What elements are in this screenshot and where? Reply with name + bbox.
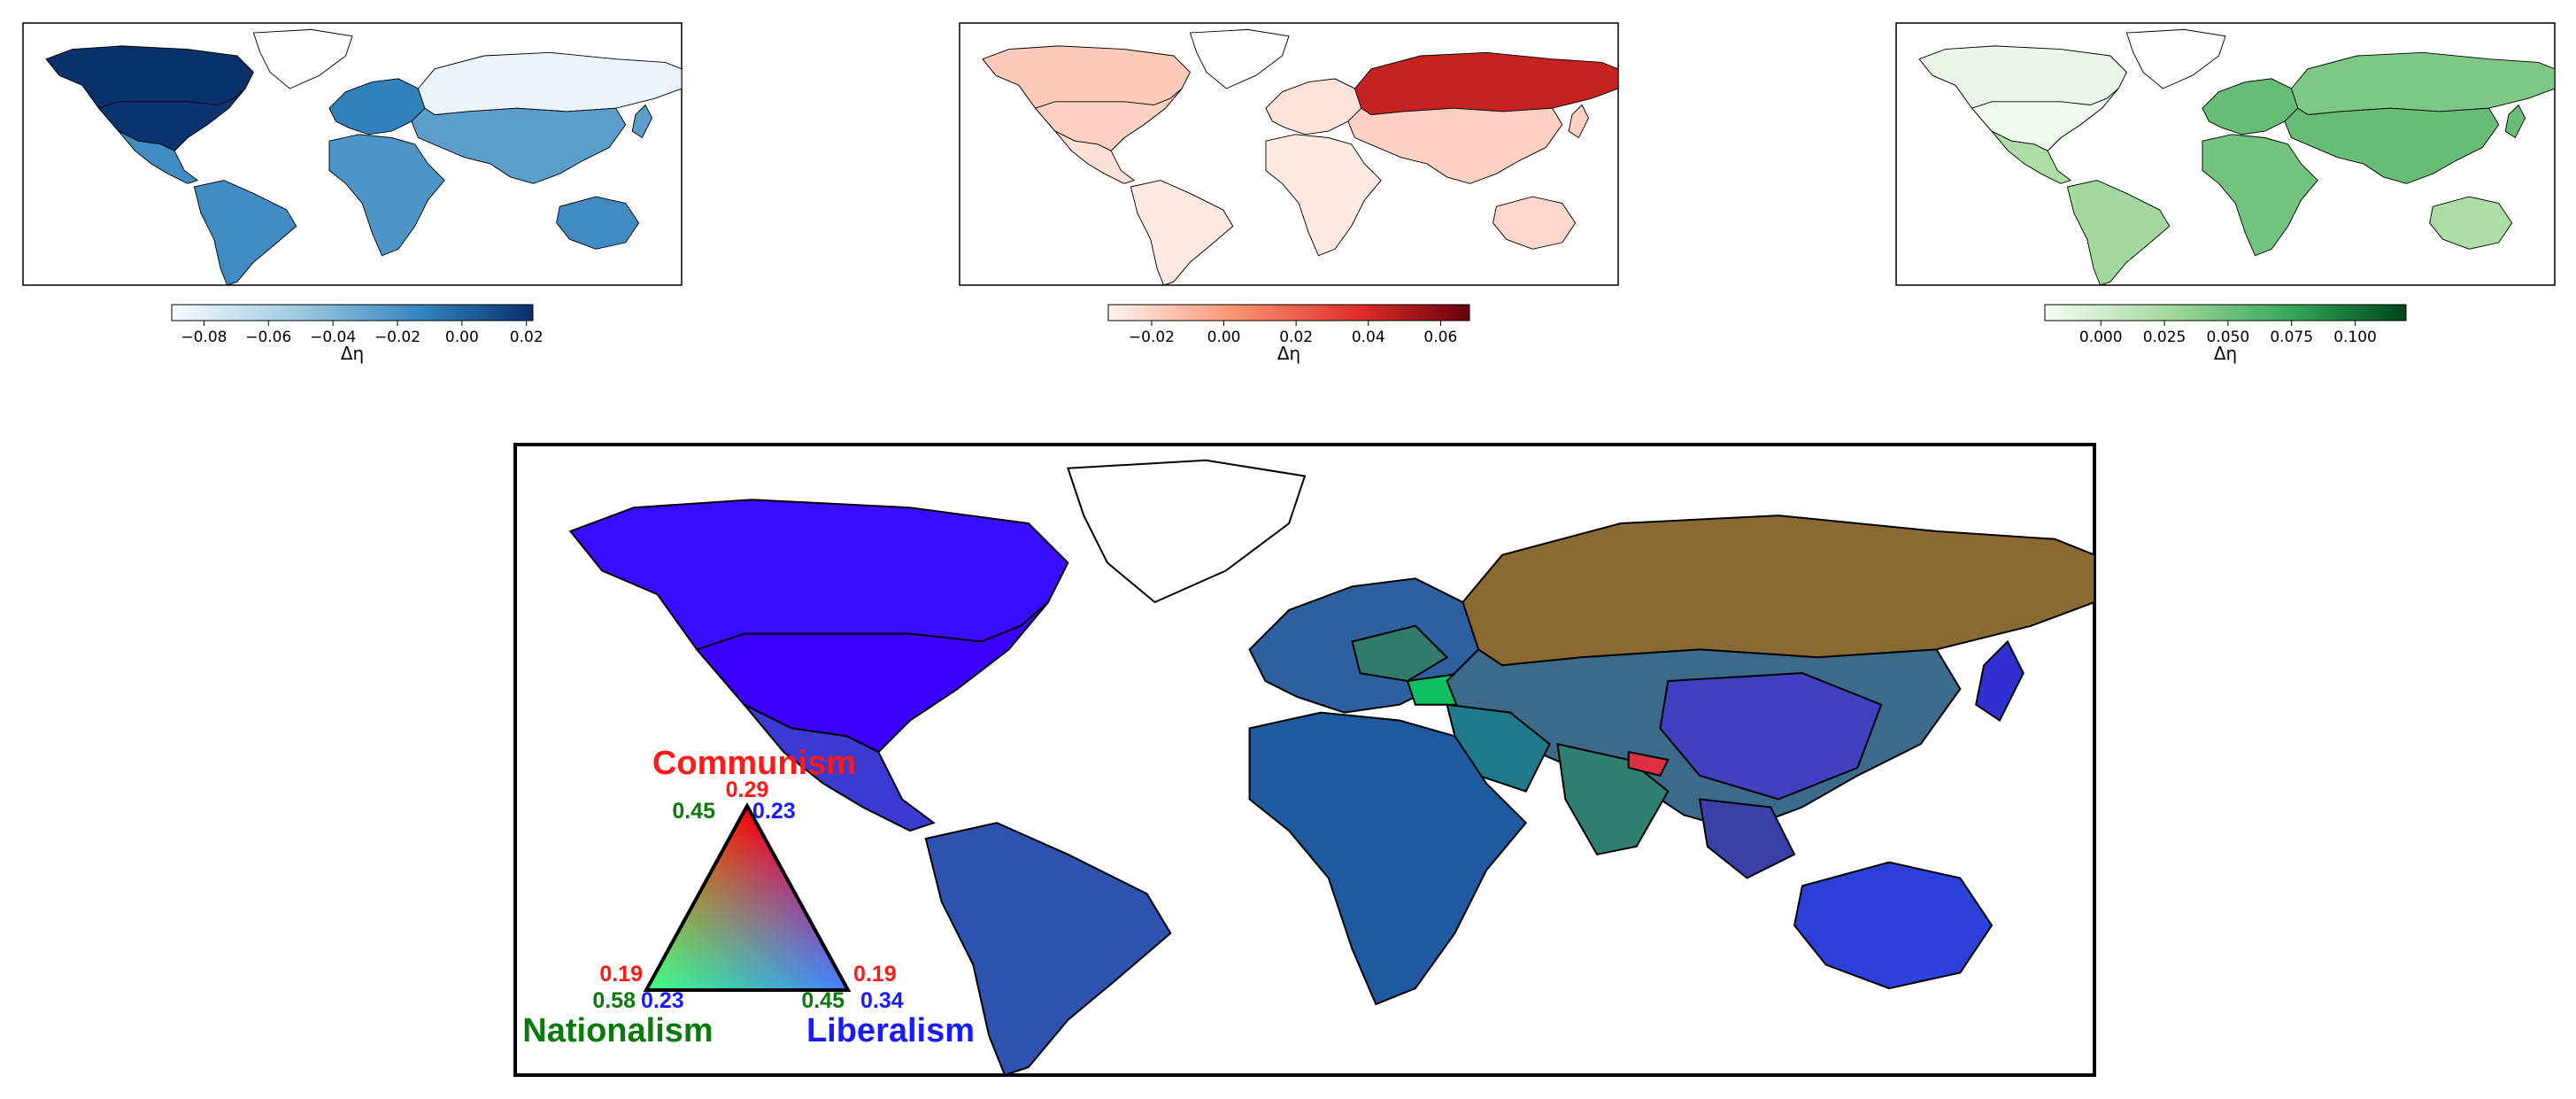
nationalism-label: Nationalism bbox=[522, 1012, 713, 1049]
top-nationalism-value: 0.45 bbox=[672, 799, 715, 824]
nationalism-delta-panel bbox=[1895, 22, 2556, 286]
colorbar-tick-label: −0.06 bbox=[245, 329, 291, 346]
colorbar-tick-label: 0.075 bbox=[2270, 329, 2313, 346]
main-region-southeast-asia bbox=[1698, 798, 1796, 879]
colorbar-ticks: 0.000 0.025 0.050 0.075 0.100 bbox=[2079, 321, 2377, 346]
right-liberalism-value: 0.34 bbox=[860, 988, 904, 1013]
colorbar-tick-label: −0.04 bbox=[310, 329, 356, 346]
communism-label: Communism bbox=[652, 745, 856, 782]
left-liberalism-value: 0.23 bbox=[641, 988, 684, 1013]
colorbar-gradient bbox=[2044, 304, 2407, 321]
colorbar-label: Δη bbox=[1277, 343, 1300, 364]
top-communism-value: 0.29 bbox=[726, 778, 769, 802]
colorbar-tick-label: 0.06 bbox=[1423, 329, 1457, 346]
colorbar-tick-label: 0.050 bbox=[2207, 329, 2250, 346]
colorbar-ticks: −0.02 0.00 0.02 0.04 0.06 bbox=[1129, 321, 1457, 346]
colorbar-tick-label: 0.02 bbox=[1279, 329, 1313, 346]
colorbar-tick-label: −0.02 bbox=[374, 329, 420, 346]
nationalism-colorbar: 0.000 0.025 0.050 0.075 0.100 Δη bbox=[2044, 304, 2407, 364]
colorbar-tick-label: 0.00 bbox=[445, 329, 479, 346]
main-world-map bbox=[570, 460, 2094, 1075]
colorbar-gradient bbox=[1107, 304, 1470, 321]
ternary-legend: Communism 0.29 0.45 0.23 0.19 0.58 0.23 … bbox=[522, 745, 975, 1049]
left-nationalism-value: 0.58 bbox=[592, 988, 636, 1013]
colorbar-tick-label: 0.100 bbox=[2333, 329, 2377, 346]
ideology-mixture-map: Communism 0.29 0.45 0.23 0.19 0.58 0.23 … bbox=[513, 443, 2094, 1075]
colorbar-ticks: −0.08 −0.06 −0.04 −0.02 0.00 0.02 bbox=[181, 321, 544, 346]
right-nationalism-value: 0.45 bbox=[801, 988, 845, 1013]
liberalism-delta-panel bbox=[22, 22, 683, 286]
colorbar-tick-label: −0.02 bbox=[1129, 329, 1175, 346]
main-region-china bbox=[1659, 672, 1883, 801]
right-communism-value: 0.19 bbox=[853, 962, 897, 987]
left-communism-value: 0.19 bbox=[599, 962, 643, 987]
colorbar-tick-label: 0.04 bbox=[1352, 329, 1385, 346]
communism-colorbar: −0.02 0.00 0.02 0.04 0.06 Δη bbox=[1107, 304, 1470, 364]
top-liberalism-value: 0.23 bbox=[752, 799, 796, 824]
colorbar-tick-label: 0.000 bbox=[2079, 329, 2123, 346]
colorbar-tick-label: 0.025 bbox=[2143, 329, 2187, 346]
ternary-triangle bbox=[643, 801, 852, 992]
colorbar-tick-label: 0.02 bbox=[510, 329, 544, 346]
colorbar-gradient bbox=[171, 304, 534, 321]
colorbar-label: Δη bbox=[2214, 343, 2237, 364]
communism-delta-panel bbox=[959, 22, 1619, 286]
liberalism-colorbar: −0.08 −0.06 −0.04 −0.02 0.00 0.02 Δη bbox=[171, 304, 544, 364]
main-region-nepal bbox=[1627, 750, 1670, 777]
colorbar-label: Δη bbox=[341, 343, 364, 364]
colorbar-tick-label: −0.08 bbox=[181, 329, 227, 346]
main-region-central-europe bbox=[1351, 624, 1449, 683]
colorbar-tick-label: 0.00 bbox=[1207, 329, 1241, 346]
liberalism-label: Liberalism bbox=[806, 1012, 975, 1049]
